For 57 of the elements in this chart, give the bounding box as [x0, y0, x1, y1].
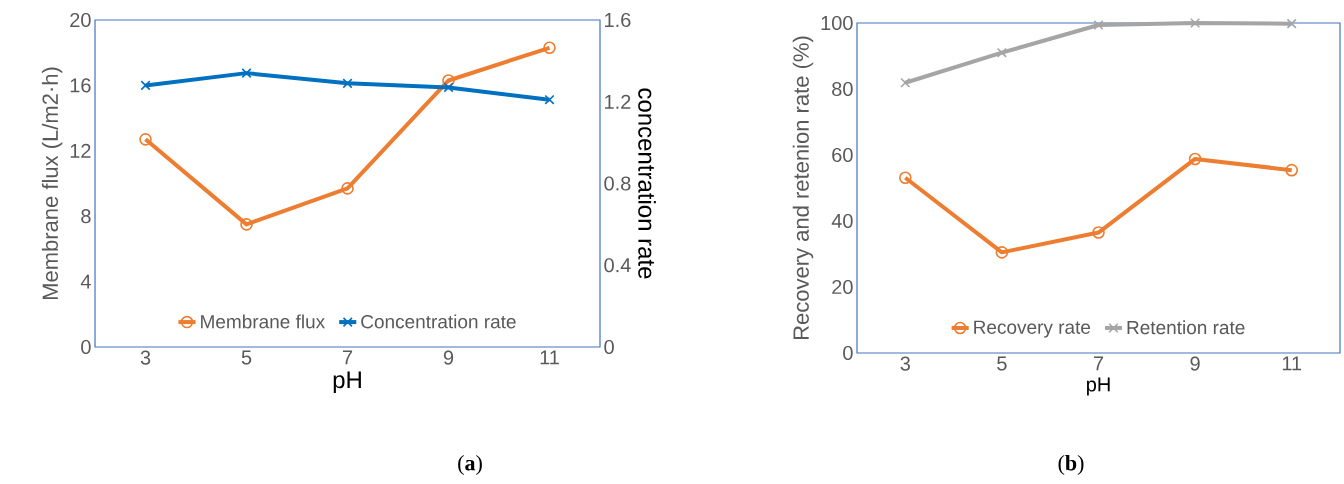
point — [1188, 152, 1202, 166]
x-tick-label: 5 — [241, 350, 252, 365]
point — [899, 171, 912, 185]
y-tick-label: 20 — [832, 279, 853, 295]
x-tick-label: 9 — [443, 350, 454, 365]
point — [1285, 163, 1298, 177]
y2-tick-label: 0.4 — [604, 258, 631, 273]
point — [240, 218, 253, 231]
point — [443, 82, 454, 93]
point — [140, 80, 151, 91]
y-tick-label: 12 — [70, 143, 91, 158]
y2-tick-label: 0.8 — [604, 176, 631, 191]
point — [900, 77, 911, 88]
point — [1190, 17, 1201, 29]
y-tick-label: 0 — [81, 339, 91, 355]
y2-tick-label: 1.2 — [605, 94, 631, 109]
text: (a) — [458, 455, 482, 475]
x-tick-label: 11 — [1282, 356, 1302, 371]
point — [1286, 18, 1297, 29]
x-tick-label: 3 — [900, 356, 910, 371]
y-tick-label: 80 — [832, 81, 853, 97]
y-tick-label: 60 — [832, 147, 853, 163]
x-tick-label: 7 — [342, 350, 353, 365]
x-axis-title: pH — [333, 371, 361, 394]
x-axis-title: pH — [1087, 377, 1110, 396]
point — [341, 182, 354, 195]
point — [139, 133, 152, 146]
y-tick-label: 20 — [70, 12, 91, 28]
y-axis-title: Membrane flux (L/m2·h) — [41, 67, 63, 300]
y-tick-label: 0 — [843, 345, 853, 361]
legend-label: Concentration rate — [361, 314, 516, 329]
x-tick-label: 11 — [540, 350, 559, 365]
y2-tick-label: 1.6 — [605, 12, 631, 28]
y2-tick-label: 0 — [604, 339, 614, 355]
legend-label: Retention rate — [1127, 320, 1245, 335]
point — [1092, 226, 1105, 239]
point — [543, 41, 556, 55]
point — [996, 47, 1007, 58]
y-tick-label: 100 — [821, 15, 853, 31]
point — [995, 246, 1009, 259]
point — [342, 78, 353, 89]
x-tick-label: 5 — [997, 356, 1007, 371]
point — [241, 68, 252, 79]
x-tick-label: 9 — [1190, 356, 1200, 371]
x-tick-label: 3 — [140, 350, 151, 365]
y-tick-label: 16 — [70, 78, 91, 93]
y-tick-label: 4 — [80, 274, 91, 289]
point — [1093, 19, 1104, 31]
y-tick-label: 8 — [81, 209, 91, 224]
legend-label: Recovery rate — [974, 320, 1091, 338]
y-axis-title: Recovery and retenion rate (%) — [792, 36, 814, 340]
y2-axis-title: concentration rate — [638, 88, 656, 279]
y-tick-label: 40 — [831, 213, 853, 229]
legend-label: Membrane flux — [201, 314, 325, 329]
x-tick-label: 7 — [1093, 356, 1104, 371]
text: (b) — [1058, 455, 1084, 475]
point — [544, 94, 555, 105]
